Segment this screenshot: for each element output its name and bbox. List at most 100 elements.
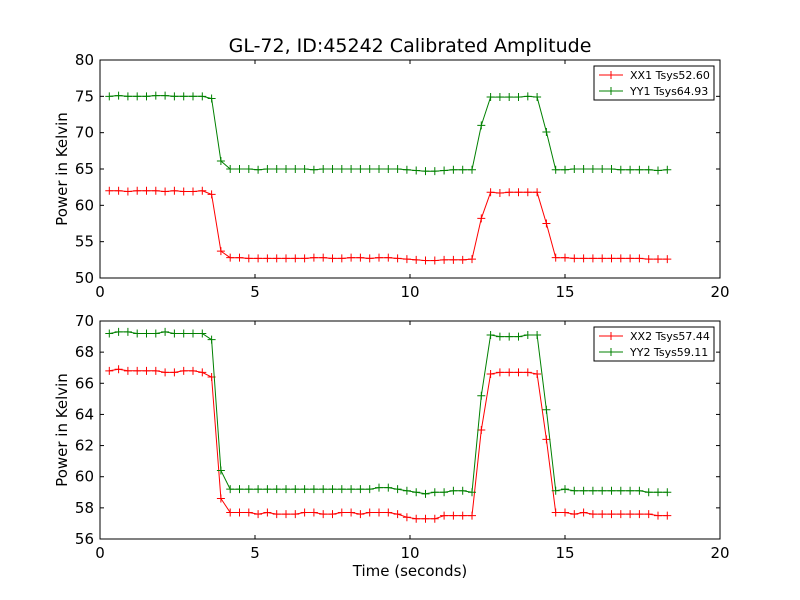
data-point	[263, 508, 272, 517]
data-point	[198, 186, 207, 195]
data-point	[458, 165, 467, 174]
data-point	[170, 368, 179, 377]
data-point	[114, 365, 123, 374]
data-point	[523, 92, 532, 101]
data-point	[393, 254, 402, 263]
data-point	[644, 510, 653, 519]
data-point	[626, 165, 635, 174]
data-point	[626, 510, 635, 519]
legend-marker	[607, 332, 615, 340]
data-point	[468, 255, 476, 264]
data-point	[142, 92, 151, 101]
x-tick-label: 10	[400, 544, 419, 562]
data-point	[309, 485, 318, 494]
data-point	[309, 253, 318, 262]
y-tick-label: 80	[75, 51, 94, 69]
data-point	[142, 186, 151, 195]
data-point	[151, 329, 160, 338]
data-point	[598, 510, 607, 519]
data-point	[412, 255, 421, 264]
data-point	[458, 486, 467, 495]
data-point	[151, 91, 160, 100]
data-point	[216, 157, 225, 166]
data-point	[468, 165, 476, 174]
data-point	[495, 332, 504, 341]
data-point	[365, 165, 374, 173]
data-point	[328, 485, 337, 494]
legend-label: XX1 Tsys52.60	[630, 69, 710, 82]
data-point	[384, 483, 393, 492]
data-point	[393, 165, 402, 173]
data-point	[272, 254, 281, 263]
data-point	[254, 485, 263, 494]
y-tick-label: 66	[75, 374, 94, 392]
data-point	[263, 254, 272, 263]
data-point	[254, 510, 263, 519]
legend-box	[593, 326, 715, 362]
legend-marker	[607, 87, 615, 95]
data-point	[309, 508, 318, 517]
data-point	[179, 329, 188, 338]
data-point	[151, 186, 160, 195]
data-point	[588, 486, 597, 495]
data-point	[402, 513, 411, 522]
data-point	[486, 93, 495, 102]
y-tick-label: 65	[75, 160, 94, 178]
data-point	[170, 92, 179, 101]
data-point	[282, 510, 290, 519]
data-point	[505, 368, 514, 377]
data-point	[477, 426, 486, 434]
data-point	[123, 187, 132, 196]
data-point	[393, 485, 402, 494]
data-point	[328, 510, 337, 519]
data-point	[319, 485, 328, 494]
data-point	[514, 188, 523, 197]
data-point	[189, 92, 197, 101]
x-tick-label: 0	[95, 283, 105, 301]
data-point	[440, 511, 449, 520]
data-point	[170, 329, 179, 338]
data-point	[105, 366, 114, 375]
data-point	[375, 508, 383, 517]
legend-marker	[607, 348, 615, 356]
data-point	[189, 329, 197, 338]
data-point	[300, 485, 309, 494]
data-point	[365, 485, 374, 494]
data-point	[291, 510, 300, 519]
y-tick-label: 58	[75, 499, 94, 517]
data-point	[561, 253, 569, 262]
data-point	[468, 488, 476, 497]
chart-title: GL-72, ID:45242 Calibrated Amplitude	[229, 35, 592, 57]
data-point	[663, 511, 672, 520]
data-point	[328, 254, 337, 263]
data-point	[542, 219, 551, 228]
bottom-plot: 0 5 10 15 20 56 58 60 62 64 66 68 70 Power in Kelvin T…	[53, 312, 730, 580]
y-tick-label: 64	[75, 405, 94, 423]
data-point	[579, 254, 588, 263]
data-point	[430, 514, 439, 523]
data-point	[235, 508, 244, 517]
y-tick-label: 68	[75, 343, 94, 361]
data-point	[644, 255, 653, 264]
y-axis-label: Power in Kelvin	[53, 373, 71, 487]
data-point	[626, 254, 635, 263]
data-point	[133, 186, 142, 195]
data-point	[244, 508, 253, 517]
data-point	[384, 253, 393, 262]
y-tick-label: 50	[75, 269, 94, 287]
data-point	[291, 165, 300, 173]
data-point	[495, 368, 504, 377]
data-point	[449, 165, 458, 174]
data-point	[375, 253, 383, 262]
x-axis-label: Time (seconds)	[352, 562, 468, 580]
data-point	[523, 368, 532, 377]
data-point	[402, 165, 411, 174]
data-point	[616, 510, 625, 519]
data-point	[579, 165, 588, 173]
data-point	[291, 485, 300, 494]
data-point	[458, 511, 467, 520]
data-point	[505, 93, 514, 102]
top-plot: 0 5 10 15 20 50 55 60 65 70 75 80 Power in Kelvin XX1…	[53, 51, 730, 301]
data-point	[216, 247, 225, 256]
